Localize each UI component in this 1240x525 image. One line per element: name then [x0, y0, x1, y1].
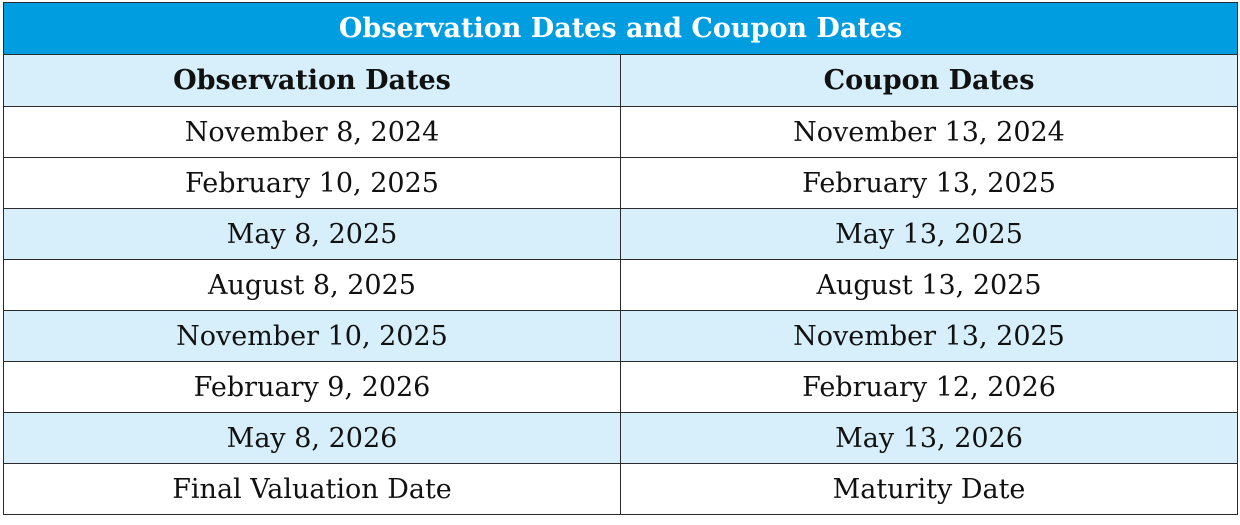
- observation-date-cell: February 10, 2025: [3, 157, 621, 209]
- observation-date-cell: February 9, 2026: [3, 361, 621, 413]
- table-row: November 8, 2024 November 13, 2024: [3, 106, 1239, 158]
- coupon-date-cell: November 13, 2025: [619, 310, 1239, 362]
- table-row: August 8, 2025 August 13, 2025: [3, 259, 1239, 311]
- coupon-date-cell: February 12, 2026: [619, 361, 1239, 413]
- observation-date-cell: May 8, 2026: [3, 412, 621, 464]
- coupon-date-cell: May 13, 2026: [619, 412, 1239, 464]
- dates-table: Observation Dates and Coupon Dates Obser…: [2, 2, 1239, 515]
- table-title: Observation Dates and Coupon Dates: [2, 2, 1239, 55]
- observation-date-cell: November 8, 2024: [3, 106, 621, 158]
- coupon-date-cell: August 13, 2025: [619, 259, 1239, 311]
- coupon-date-cell: November 13, 2024: [619, 106, 1239, 158]
- observation-date-cell: May 8, 2025: [3, 208, 621, 260]
- table-row: May 8, 2026 May 13, 2026: [3, 412, 1239, 464]
- table-title-row: Observation Dates and Coupon Dates: [2, 2, 1239, 55]
- coupon-date-cell: May 13, 2025: [619, 208, 1239, 260]
- observation-date-cell: August 8, 2025: [3, 259, 621, 311]
- table-row: Final Valuation Date Maturity Date: [3, 463, 1239, 515]
- table-row: February 10, 2025 February 13, 2025: [3, 157, 1239, 209]
- observation-date-cell: November 10, 2025: [3, 310, 621, 362]
- coupon-date-cell: February 13, 2025: [619, 157, 1239, 209]
- table-row: May 8, 2025 May 13, 2025: [3, 208, 1239, 260]
- coupon-date-cell: Maturity Date: [619, 463, 1239, 515]
- column-header-observation-dates: Observation Dates: [3, 54, 621, 107]
- table-row: February 9, 2026 February 12, 2026: [3, 361, 1239, 413]
- table-row: November 10, 2025 November 13, 2025: [3, 310, 1239, 362]
- table-header-row: Observation Dates Coupon Dates: [3, 54, 1239, 107]
- observation-date-cell: Final Valuation Date: [3, 463, 621, 515]
- column-header-coupon-dates: Coupon Dates: [619, 54, 1239, 107]
